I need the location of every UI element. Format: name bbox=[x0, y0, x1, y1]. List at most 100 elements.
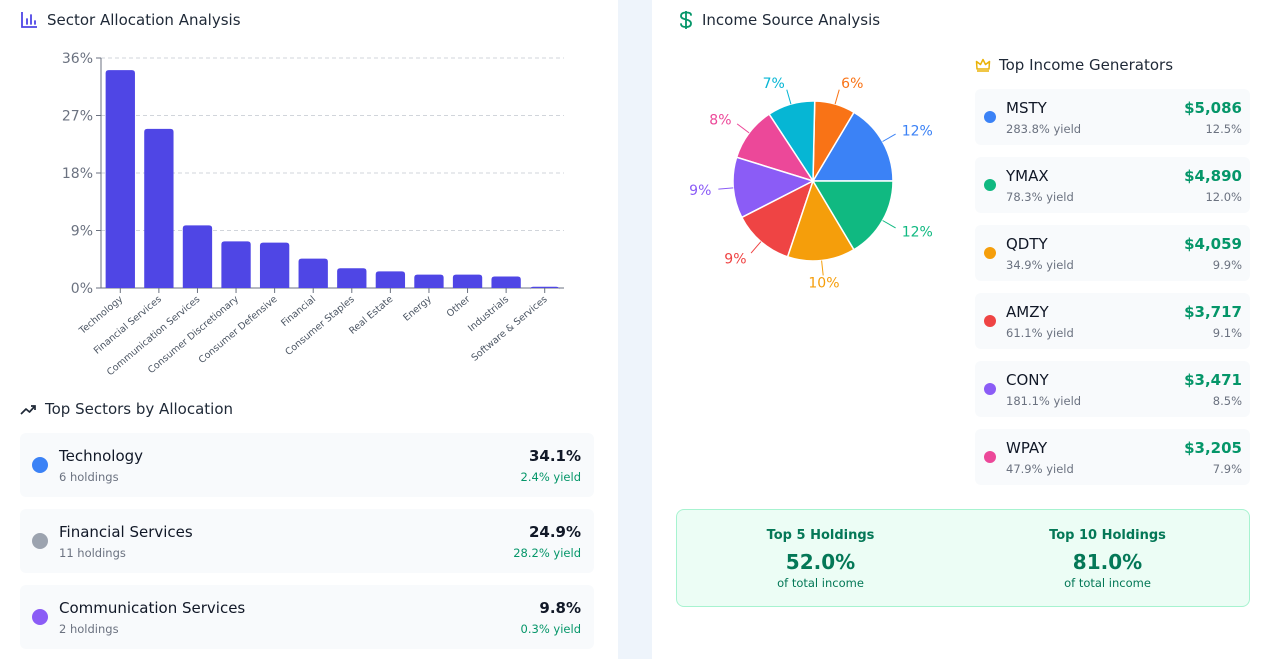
y-tick-label: 36% bbox=[62, 51, 93, 67]
x-tick-label: Financial Services bbox=[92, 294, 164, 357]
generator-yield: 283.8% yield bbox=[1006, 122, 1082, 136]
pie-value-label: 9% bbox=[724, 251, 746, 267]
generator-ticker: MSTY bbox=[1006, 99, 1047, 117]
top10-value: 81.0% bbox=[1072, 550, 1143, 574]
y-tick-label: 0% bbox=[71, 281, 93, 297]
top5-value: 52.0% bbox=[785, 550, 856, 574]
generator-color-dot bbox=[984, 111, 996, 123]
pie-leader-line bbox=[882, 133, 896, 142]
sector-card-financial-services[interactable]: Financial Services 11 holdings 24.9% 28.… bbox=[20, 509, 594, 573]
generator-color-dot bbox=[984, 383, 996, 395]
income-pie-chart: 12% 6% 7% 8% 9% 9% 10% 12% bbox=[689, 76, 933, 291]
sector-name: Technology bbox=[59, 447, 144, 465]
pie-value-label: 8% bbox=[709, 113, 731, 129]
bar-consumer-defensive bbox=[259, 242, 290, 288]
bar-chart-icon bbox=[21, 12, 37, 28]
income-generator-msty[interactable]: MSTY 283.8% yield $5,086 12.5% bbox=[975, 89, 1250, 145]
trending-up-icon bbox=[20, 404, 36, 415]
sector-holdings: 2 holdings bbox=[59, 622, 119, 636]
generator-amount: $3,205 bbox=[1184, 439, 1242, 457]
sector-percent: 34.1% bbox=[528, 447, 581, 465]
sector-card-communication-services[interactable]: Communication Services 2 holdings 9.8% 0… bbox=[20, 585, 594, 649]
sector-name: Communication Services bbox=[59, 599, 246, 617]
x-tick-label: Consumer Staples bbox=[283, 294, 356, 358]
bar-communication-services bbox=[182, 225, 213, 288]
generator-color-dot bbox=[984, 451, 996, 463]
pie-leader-line bbox=[882, 220, 896, 229]
generator-amount: $4,059 bbox=[1184, 235, 1242, 253]
generator-percent: 12.5% bbox=[1205, 122, 1242, 136]
pie-leader-line bbox=[786, 89, 792, 105]
sector-card-technology[interactable]: Technology 6 holdings 34.1% 2.4% yield bbox=[20, 433, 594, 497]
sector-percent: 9.8% bbox=[539, 599, 581, 617]
bar-consumer-discretionary bbox=[221, 241, 251, 288]
bar-software-services bbox=[530, 286, 560, 290]
top5-holdings-summary: Top 5 Holdings 52.0% of total income bbox=[677, 510, 964, 608]
sector-yield: 28.2% yield bbox=[513, 546, 581, 560]
crown-icon bbox=[975, 58, 991, 72]
generator-yield: 61.1% yield bbox=[1006, 326, 1074, 340]
top-income-generators-title: Top Income Generators bbox=[999, 56, 1174, 74]
generator-ticker: QDTY bbox=[1006, 235, 1048, 253]
generator-yield: 47.9% yield bbox=[1006, 462, 1074, 476]
pie-value-label: 10% bbox=[808, 275, 839, 291]
pie-leader-line bbox=[834, 89, 840, 105]
pie-value-label: 12% bbox=[902, 224, 933, 240]
pie-value-label: 12% bbox=[902, 124, 933, 140]
bar-financial bbox=[298, 258, 328, 288]
generator-percent: 7.9% bbox=[1212, 462, 1242, 476]
income-source-panel: Income Source Analysis 12% 6% 7% 8% 9% 9% 10% 1… bbox=[652, 0, 1266, 659]
income-generator-wpay[interactable]: WPAY 47.9% yield $3,205 7.9% bbox=[975, 429, 1250, 485]
generator-percent: 9.1% bbox=[1212, 326, 1242, 340]
sector-holdings: 6 holdings bbox=[59, 470, 119, 484]
pie-value-label: 9% bbox=[689, 183, 711, 199]
generator-yield: 78.3% yield bbox=[1006, 190, 1074, 204]
sector-color-dot bbox=[32, 457, 48, 473]
income-source-title: Income Source Analysis bbox=[702, 11, 881, 29]
sector-yield: 2.4% yield bbox=[520, 470, 581, 484]
pie-leader-line bbox=[821, 260, 824, 276]
income-generator-qdty[interactable]: QDTY 34.9% yield $4,059 9.9% bbox=[975, 225, 1250, 281]
generator-ticker: YMAX bbox=[1006, 167, 1049, 185]
bar-other bbox=[452, 274, 483, 288]
income-generator-ymax[interactable]: YMAX 78.3% yield $4,890 12.0% bbox=[975, 157, 1250, 213]
bar-consumer-staples bbox=[337, 268, 367, 288]
income-concentration-summary: Top 5 Holdings 52.0% of total income Top… bbox=[676, 509, 1250, 607]
generator-percent: 8.5% bbox=[1212, 394, 1242, 408]
bar-industrials bbox=[491, 276, 521, 288]
y-tick-label: 27% bbox=[62, 109, 93, 125]
sector-allocation-title: Sector Allocation Analysis bbox=[47, 10, 241, 29]
pie-leader-line bbox=[736, 123, 750, 134]
top10-caption: of total income bbox=[1064, 576, 1151, 590]
pie-value-label: 6% bbox=[841, 76, 863, 92]
sector-percent: 24.9% bbox=[528, 523, 581, 541]
x-tick-label: Energy bbox=[401, 294, 434, 324]
bar-technology bbox=[105, 70, 135, 288]
generator-amount: $4,890 bbox=[1184, 167, 1242, 185]
y-tick-label: 9% bbox=[71, 224, 93, 240]
generator-color-dot bbox=[984, 179, 996, 191]
pie-slice bbox=[740, 179, 815, 258]
sector-color-dot bbox=[32, 533, 48, 549]
top10-label: Top 10 Holdings bbox=[1049, 528, 1166, 543]
bar-energy bbox=[414, 274, 444, 288]
sector-name: Financial Services bbox=[59, 523, 193, 541]
top5-caption: of total income bbox=[777, 576, 864, 590]
generator-percent: 12.0% bbox=[1205, 190, 1242, 204]
sector-allocation-header: Sector Allocation Analysis bbox=[20, 10, 241, 29]
income-source-header: Income Source Analysis bbox=[678, 10, 880, 30]
income-generator-cony[interactable]: CONY 181.1% yield $3,471 8.5% bbox=[975, 361, 1250, 417]
pie-leader-line bbox=[718, 187, 734, 190]
income-generator-amzy[interactable]: AMZY 61.1% yield $3,717 9.1% bbox=[975, 293, 1250, 349]
pie-leader-line bbox=[750, 241, 762, 254]
x-tick-label: Other bbox=[445, 294, 473, 320]
x-tick-label: Financial bbox=[279, 294, 318, 329]
generator-color-dot bbox=[984, 247, 996, 259]
generator-amount: $3,471 bbox=[1184, 371, 1242, 389]
generator-ticker: CONY bbox=[1006, 371, 1049, 389]
generator-amount: $3,717 bbox=[1184, 303, 1242, 321]
generator-amount: $5,086 bbox=[1184, 99, 1242, 117]
bar-financial-services bbox=[144, 128, 174, 288]
pie-value-label: 7% bbox=[763, 76, 785, 92]
